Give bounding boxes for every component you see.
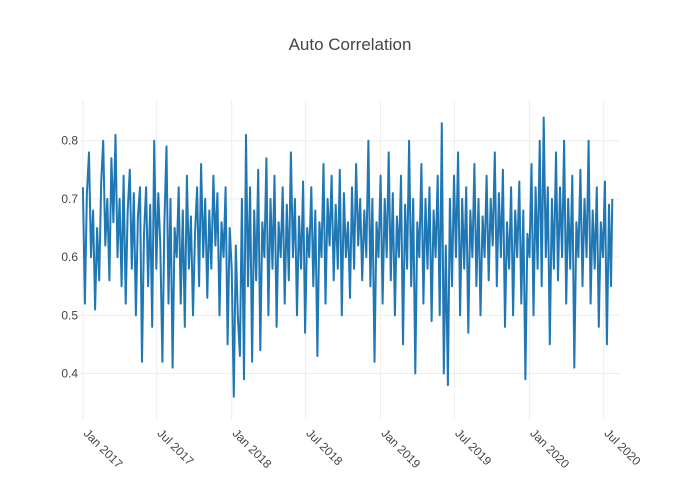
y-tick-label: 0.6 — [61, 250, 78, 264]
series-line — [81, 116, 614, 398]
y-tick-label: 0.5 — [61, 308, 78, 322]
y-axis-ticks: 0.4 0.5 0.6 0.7 0.8 — [61, 134, 78, 381]
x-axis-ticks: Jan 2017 Jul 2017 Jan 2018 Jul 2018 Jan 2019… — [81, 426, 644, 471]
x-tick-label: Jul 2017 — [155, 426, 197, 468]
chart-title: Auto Correlation — [289, 35, 412, 54]
y-tick-label: 0.4 — [61, 366, 78, 380]
x-tick-label: Jul 2018 — [303, 426, 345, 468]
y-tick-label: 0.8 — [61, 134, 78, 148]
x-tick-label: Jan 2017 — [81, 426, 126, 471]
x-tick-label: Jul 2019 — [452, 426, 494, 468]
x-tick-label: Jan 2018 — [230, 426, 275, 471]
x-tick-label: Jan 2019 — [378, 426, 423, 471]
x-tick-label: Jul 2020 — [602, 426, 644, 468]
line-layer — [81, 116, 614, 398]
x-tick-label: Jan 2020 — [527, 426, 572, 471]
y-tick-label: 0.7 — [61, 192, 78, 206]
